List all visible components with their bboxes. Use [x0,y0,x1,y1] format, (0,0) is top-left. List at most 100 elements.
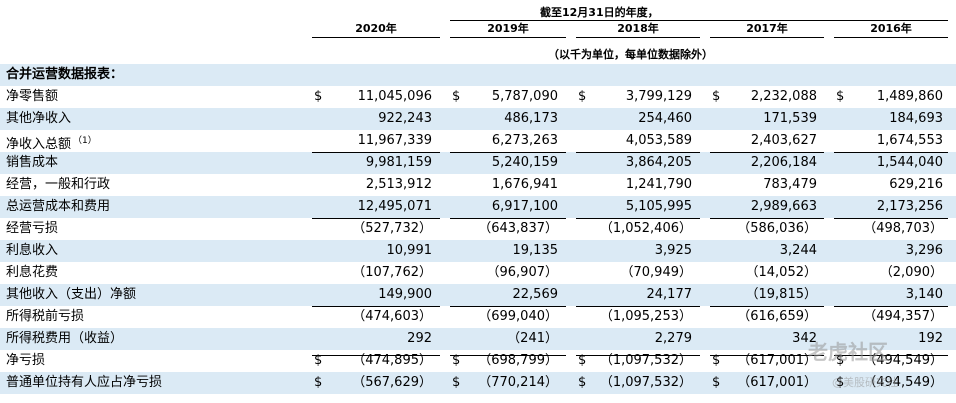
currency-symbol: $ [712,375,721,390]
table-cell: 9,981,159 [365,155,432,170]
table-cell: 5,105,995 [625,199,692,214]
table-row: 总运营成本和费用 12,495,071 6,917,100 5,105,995 2,98… [0,196,956,218]
currency-symbol: $ [452,89,461,104]
row-label: 销售成本 [6,155,58,171]
row-label-text: 利息收入 [6,243,59,258]
table-cell: （494,549） [863,353,943,368]
table-cell: 2,279 [654,331,692,346]
table-cell: 5,787,090 [491,89,558,104]
row-label: 其他净收入 [6,111,71,127]
table-row: 经营，一般和行政 2,513,912 1,676,941 1,241,790 783,4… [0,174,956,196]
row-label-text: 其他收入（支出）净额 [6,287,137,302]
table-cell: （1,095,253） [599,309,692,324]
table-cell: 149,900 [378,287,432,302]
year-header-2020: 2020年 [312,22,440,38]
table-cell: （617,001） [737,375,817,390]
table-cell: 5,240,159 [491,155,558,170]
table-cell: 342 [792,331,817,346]
table-cell: 2,173,256 [876,199,943,214]
table-cell: （474,895） [352,353,432,368]
table-row: 净亏损 $ （474,895） $ （698,799） $ （1,097,532） $ （617… [0,350,956,372]
table-cell: 6,273,263 [491,133,558,148]
row-label: 所得税费用（收益） [6,331,123,347]
table-cell: 1,489,860 [876,89,943,104]
table-cell: （698,799） [478,353,558,368]
currency-symbol: $ [836,375,845,390]
row-label: 经营，一般和行政 [6,177,110,193]
row-label: 利息花费 [6,265,58,281]
row-label: 普通单位持有人应占净亏损 [6,375,162,391]
table-cell: （699,040） [478,309,558,324]
row-label-text: 净收入总额 [6,137,72,152]
table-cell: （643,837） [478,221,558,236]
table-cell: 19,135 [512,243,559,258]
table-cell: （1,097,532） [599,353,692,368]
year-header-2018: 2018年 [576,22,700,38]
currency-symbol: $ [836,89,845,104]
currency-symbol: $ [712,89,721,104]
table-cell: 783,479 [763,177,817,192]
table-cell: 1,241,790 [625,177,692,192]
table-cell: （96,907） [486,265,559,280]
table-cell: （241） [507,331,558,346]
table-cell: （107,762） [352,265,432,280]
footnote-marker: （1） [73,136,97,146]
table-cell: 2,403,627 [750,133,817,148]
table-cell: 3,296 [905,243,943,258]
table-cell: 11,967,339 [357,133,432,148]
row-label: 净收入总额 （1） [6,133,97,153]
table-row: 其他收入（支出）净额 149,900 22,569 24,177 （19,815） 3,1… [0,284,956,306]
table-cell: （527,732） [352,221,432,236]
table-row: 其他净收入 922,243 486,173 254,460 171,539 184,693 [0,108,956,130]
table-cell: （586,036） [737,221,817,236]
table-row: 所得税前亏损 （474,603） （699,040） （1,095,253） （616,… [0,306,956,328]
period-caption: 截至12月31日的年度， [540,6,659,19]
currency-symbol: $ [836,353,845,368]
section-header-row: 合并运营数据报表： [0,64,956,86]
currency-symbol: $ [452,375,461,390]
table-cell: 6,917,100 [491,199,558,214]
row-label: 总运营成本和费用 [6,199,110,215]
table-cell: 12,495,071 [357,199,432,214]
table-cell: 486,173 [504,111,558,126]
table-cell: 2,206,184 [750,155,817,170]
row-label-text: 所得税费用（收益） [6,331,124,346]
currency-symbol: $ [314,353,323,368]
table-cell: 2,989,663 [750,199,817,214]
row-label-text: 净亏损 [6,353,46,368]
table-cell: （616,659） [737,309,817,324]
table-cell: （1,052,406） [599,221,692,236]
currency-symbol: $ [712,353,721,368]
row-label-text: 其他净收入 [6,111,72,126]
table-cell: （1,097,532） [599,375,692,390]
section-title: 合并运营数据报表： [6,67,124,82]
table-cell: （494,357） [863,309,943,324]
table-row: 净零售额 $11,045,096 $5,787,090 $3,799,129 $2,23… [0,86,956,108]
year-header-2016: 2016年 [834,22,948,38]
table-cell: （567,629） [352,375,432,390]
unit-note: （以千为单位，每单位数据除外） [548,48,713,61]
row-label-text: 所得税前亏损 [6,309,85,324]
table-cell: 629,216 [889,177,943,192]
currency-symbol: $ [578,375,587,390]
table-cell: 3,799,129 [625,89,692,104]
row-label-text: 经营，一般和行政 [6,177,111,192]
table-cell: 922,243 [378,111,432,126]
table-row: 销售成本 9,981,159 5,240,159 3,864,205 2,206,184… [0,152,956,174]
currency-symbol: $ [578,89,587,104]
table-cell: 11,045,096 [357,89,432,104]
table-cell: 10,991 [386,243,433,258]
table-cell: （2,090） [879,265,943,280]
table-row: 利息收入 10,991 19,135 3,925 3,244 3,296 [0,240,956,262]
row-label-text: 总运营成本和费用 [6,199,111,214]
year-header-2017: 2017年 [710,22,824,38]
row-label: 经营亏损 [6,221,58,237]
row-label: 净亏损 [6,353,45,369]
table-cell: 22,569 [512,287,559,302]
currency-symbol: $ [578,353,587,368]
currency-symbol: $ [452,353,461,368]
table-cell: 4,053,589 [625,133,692,148]
row-label: 利息收入 [6,243,58,259]
table-row: 经营亏损 （527,732） （643,837） （1,052,406） （586,03… [0,218,956,240]
